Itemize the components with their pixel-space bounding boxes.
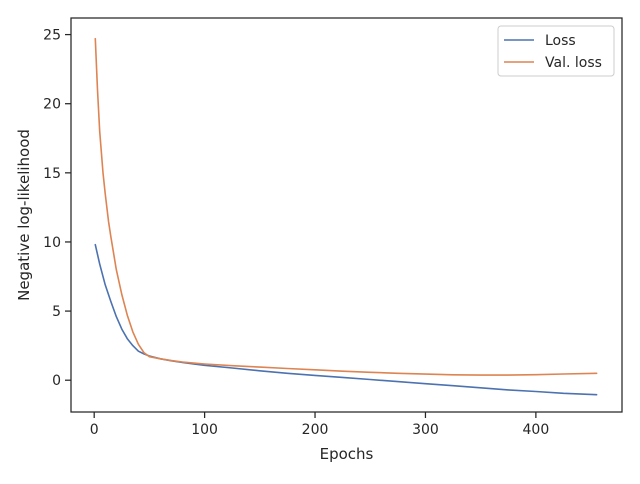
series-line-val-loss	[94, 37, 598, 376]
y-tick-label: 15	[43, 166, 61, 182]
x-tick-label: 100	[191, 422, 218, 438]
x-tick-label: 400	[523, 422, 550, 438]
y-tick-label: 25	[43, 28, 61, 44]
legend-box	[497, 25, 615, 77]
x-tick-label: 200	[302, 422, 329, 438]
series-line-loss	[94, 243, 598, 396]
x-axis-label: Epochs	[320, 445, 374, 463]
y-tick-label: 10	[43, 235, 61, 251]
ticks-layer: 0 100 200 300 400 0 5 10 15 20 25	[43, 28, 549, 438]
y-tick-label: 5	[52, 304, 61, 320]
legend-label-loss: Loss	[545, 33, 576, 49]
axes-frame	[70, 17, 623, 413]
x-tick-label: 300	[412, 422, 439, 438]
legend-label-val-loss: Val. loss	[545, 55, 602, 71]
x-tick-label: 0	[90, 422, 99, 438]
series-layer	[94, 37, 598, 396]
y-axis-label: Negative log-likelihood	[15, 129, 33, 301]
legend: Loss Val. loss	[497, 25, 615, 77]
y-tick-label: 20	[43, 97, 61, 113]
y-tick-label: 0	[52, 373, 61, 389]
